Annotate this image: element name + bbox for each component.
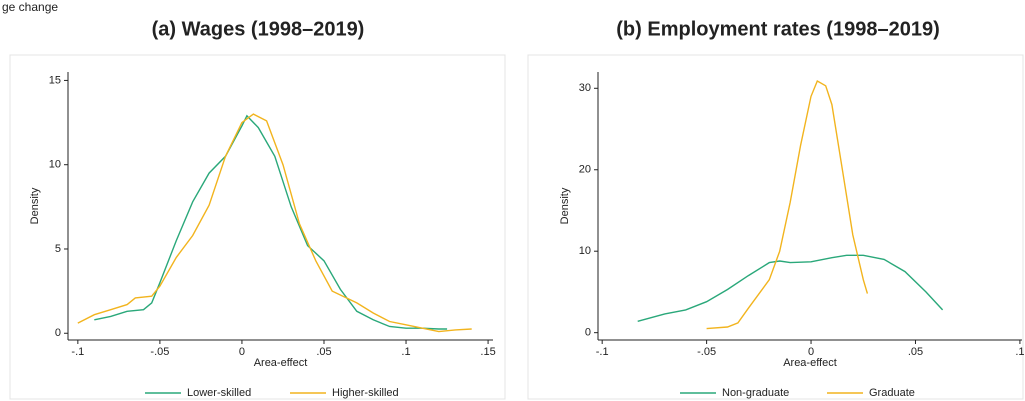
y-tick-label: 10 xyxy=(579,245,591,257)
x-tick-label: .1 xyxy=(1015,346,1024,358)
header-fragment: ge change xyxy=(2,0,58,14)
y-tick-label: 5 xyxy=(55,243,61,255)
x-tick-label: -.1 xyxy=(71,346,84,358)
panel-frame xyxy=(9,54,506,400)
density-line xyxy=(94,114,448,330)
x-tick-label: -.05 xyxy=(150,346,169,358)
x-tick-label: .15 xyxy=(480,346,495,358)
x-tick-label: .05 xyxy=(316,346,331,358)
panel-frame xyxy=(527,54,1024,400)
x-tick-label: -.05 xyxy=(697,346,716,358)
x-tick-label: .1 xyxy=(401,346,410,358)
density-line xyxy=(706,79,869,330)
y-tick-label: 30 xyxy=(579,82,591,94)
legend-label: Higher-skilled xyxy=(332,387,399,399)
x-tick-label: 0 xyxy=(808,346,814,358)
density-line xyxy=(637,254,944,322)
legend-label: Lower-skilled xyxy=(187,387,251,399)
y-tick-label: 0 xyxy=(585,327,591,339)
chart-title: (a) Wages (1998–2019) xyxy=(152,18,365,40)
x-tick-label: 0 xyxy=(239,346,245,358)
y-axis-label: Density xyxy=(559,187,571,224)
legend-label: Graduate xyxy=(869,387,915,399)
x-axis-label: Area-effect xyxy=(783,357,837,369)
x-tick-label: .05 xyxy=(908,346,923,358)
chart-title: (b) Employment rates (1998–2019) xyxy=(616,18,939,40)
y-tick-label: 10 xyxy=(49,159,61,171)
x-axis-label: Area-effect xyxy=(254,357,308,369)
y-tick-label: 0 xyxy=(55,327,61,339)
density-line xyxy=(77,113,472,333)
y-tick-label: 15 xyxy=(49,74,61,86)
legend-label: Non-graduate xyxy=(722,387,789,399)
y-tick-label: 20 xyxy=(579,164,591,176)
y-axis-label: Density xyxy=(29,187,41,224)
x-tick-label: -.1 xyxy=(596,346,609,358)
